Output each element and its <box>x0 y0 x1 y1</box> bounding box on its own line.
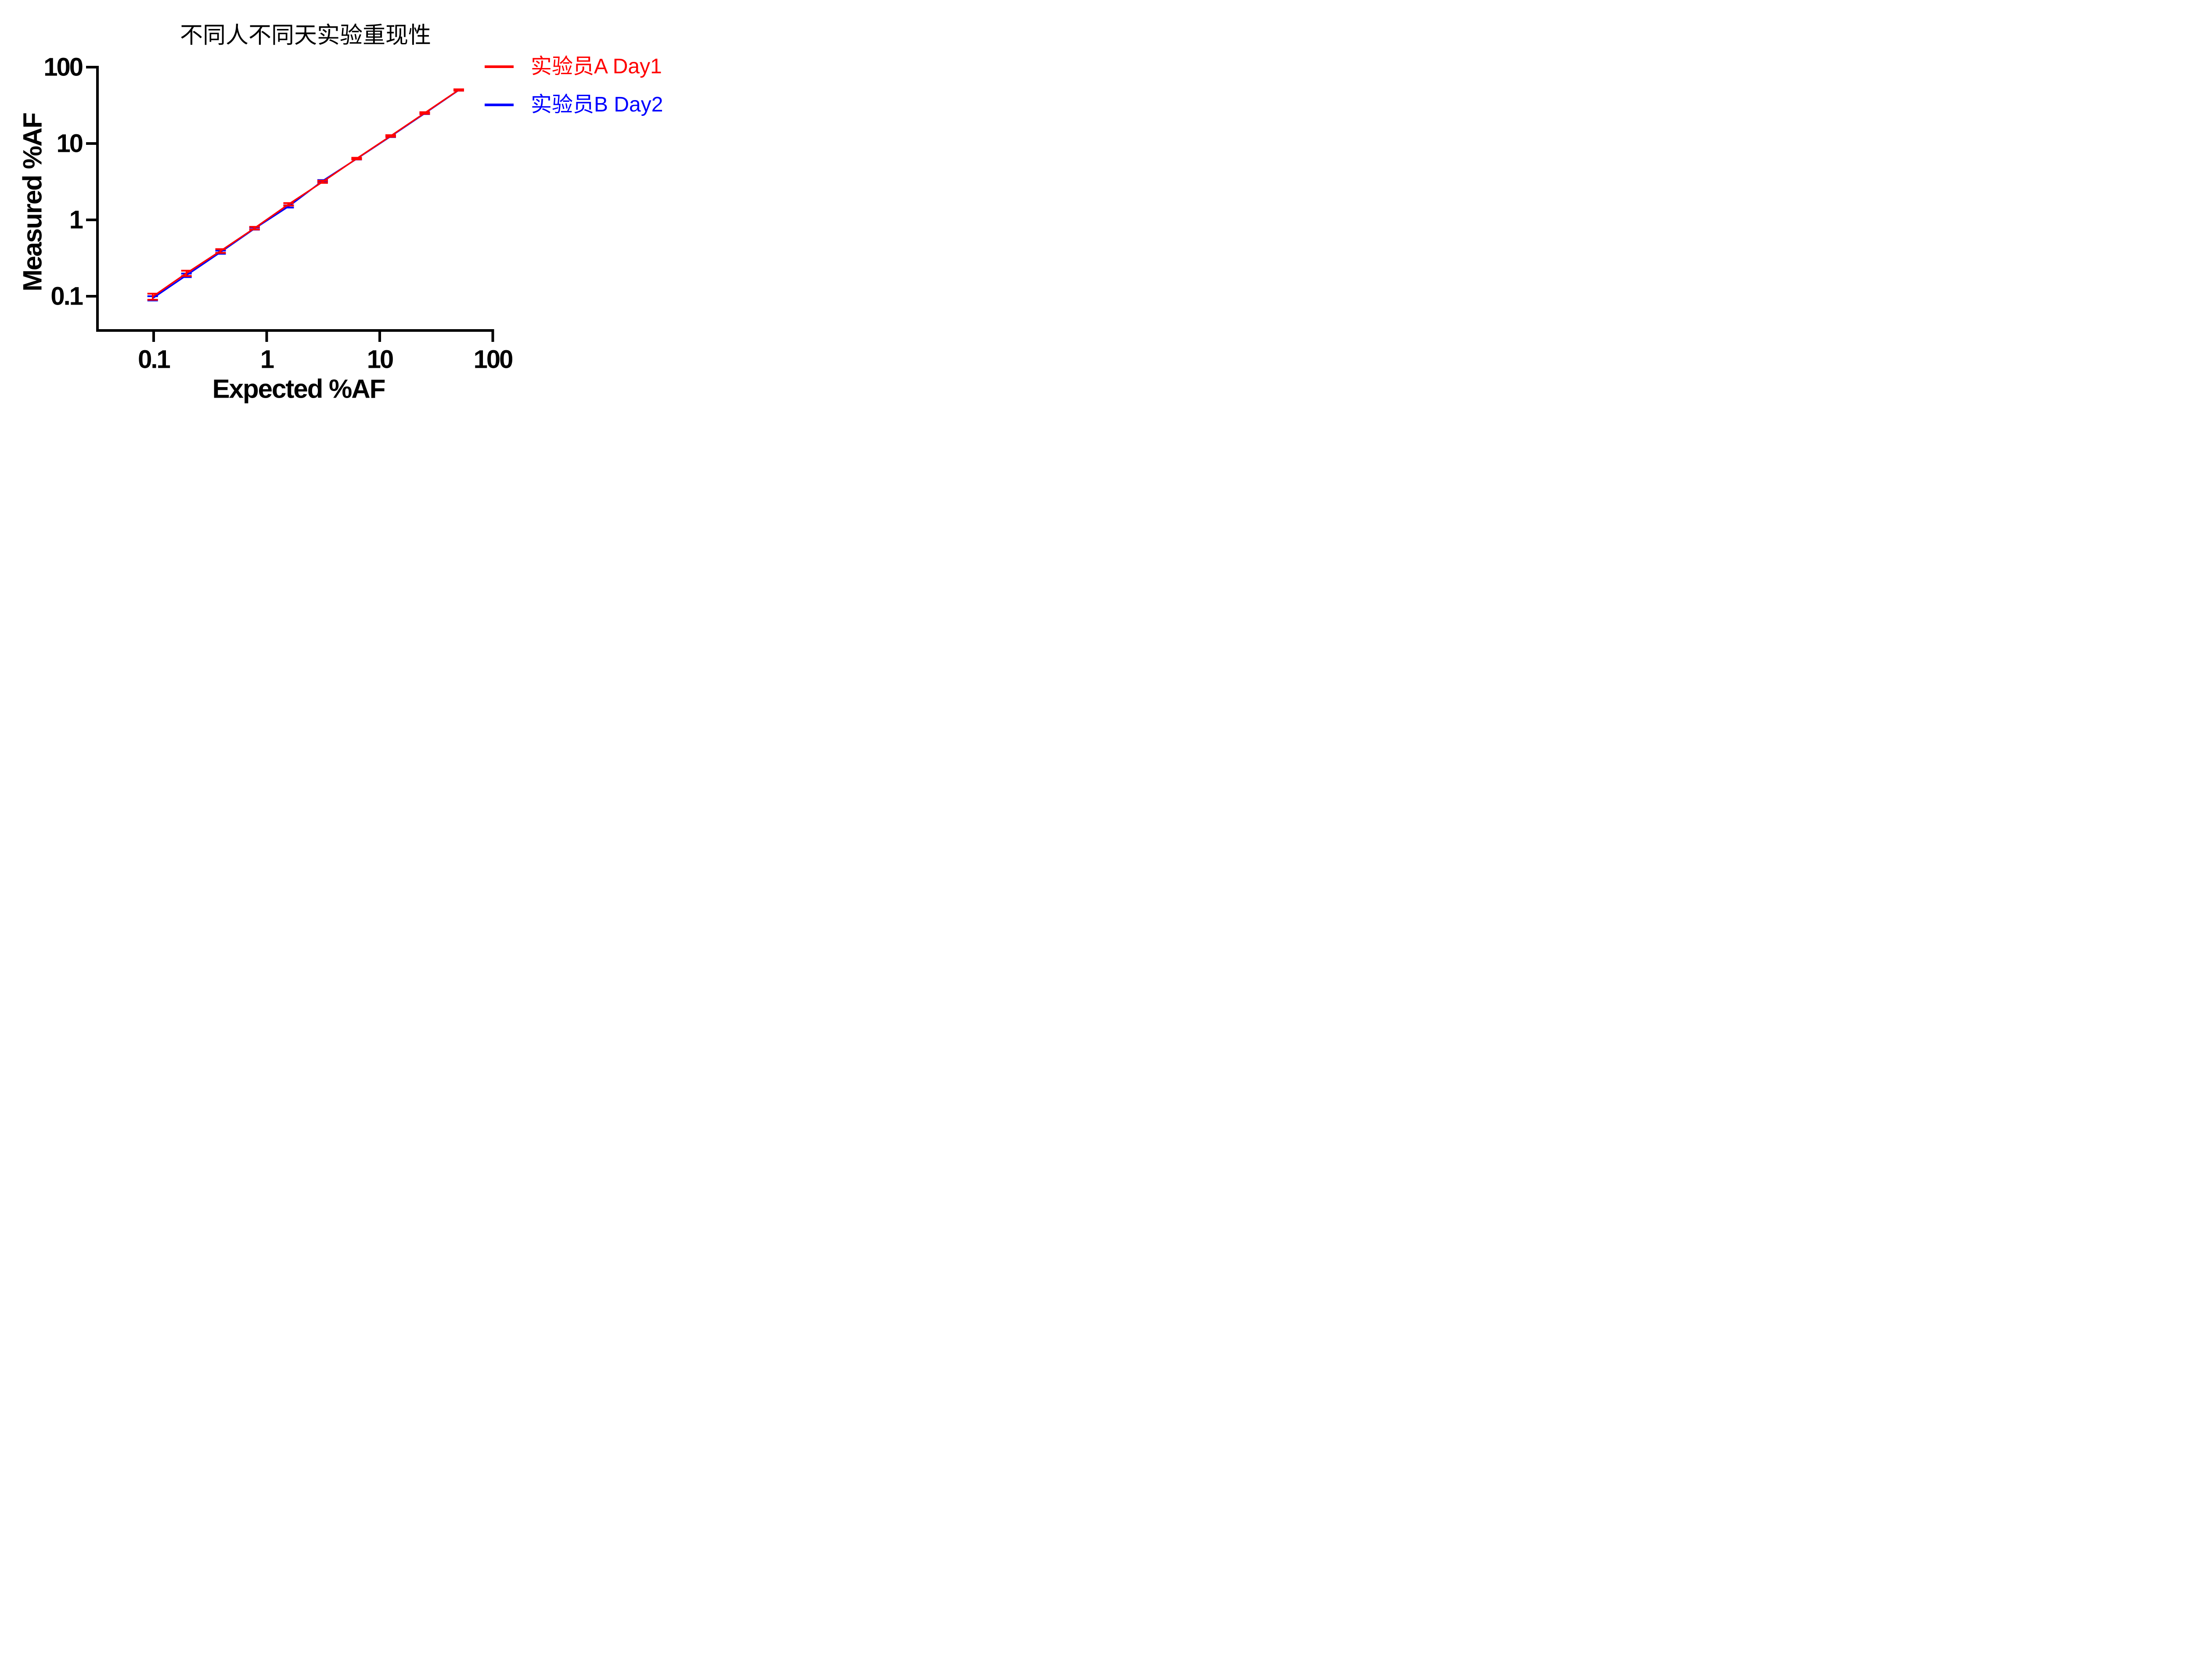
chart-title: 不同人不同天实验重现性 <box>180 22 431 49</box>
legend-line-swatch-a <box>485 65 514 68</box>
y-tick-label-100: 100 <box>43 53 83 82</box>
y-tick-label-0.1: 0.1 <box>50 282 83 311</box>
legend-item-a: 实验员A Day1 <box>485 54 662 79</box>
x-tick-label-0.1: 0.1 <box>138 345 170 374</box>
series-b <box>147 89 464 302</box>
x-axis-title: Expected %AF <box>212 374 385 404</box>
chart-page: 不同人不同天实验重现性 实验员A Day1 实验员B Day2 100 10 1… <box>0 0 674 420</box>
legend-label-a: 实验员A Day1 <box>531 55 662 78</box>
series-a <box>147 88 464 301</box>
legend-line-swatch-b <box>485 104 514 106</box>
x-tick-label-10: 10 <box>367 345 393 374</box>
y-tick-label-1: 1 <box>69 206 83 234</box>
x-tick-label-1: 1 <box>260 345 274 374</box>
y-axis-title: Measured %AF <box>18 113 47 291</box>
legend-label-b: 实验员B Day2 <box>531 93 663 116</box>
legend-item-b: 实验员B Day2 <box>485 93 663 117</box>
plot-series <box>147 88 464 302</box>
series-line-a <box>152 89 459 298</box>
chart-canvas: 100 10 1 0.1 0.1 1 10 100 Expected %AF M… <box>18 53 514 404</box>
y-tick-label-10: 10 <box>56 129 82 158</box>
x-tick-label-100: 100 <box>474 345 513 374</box>
